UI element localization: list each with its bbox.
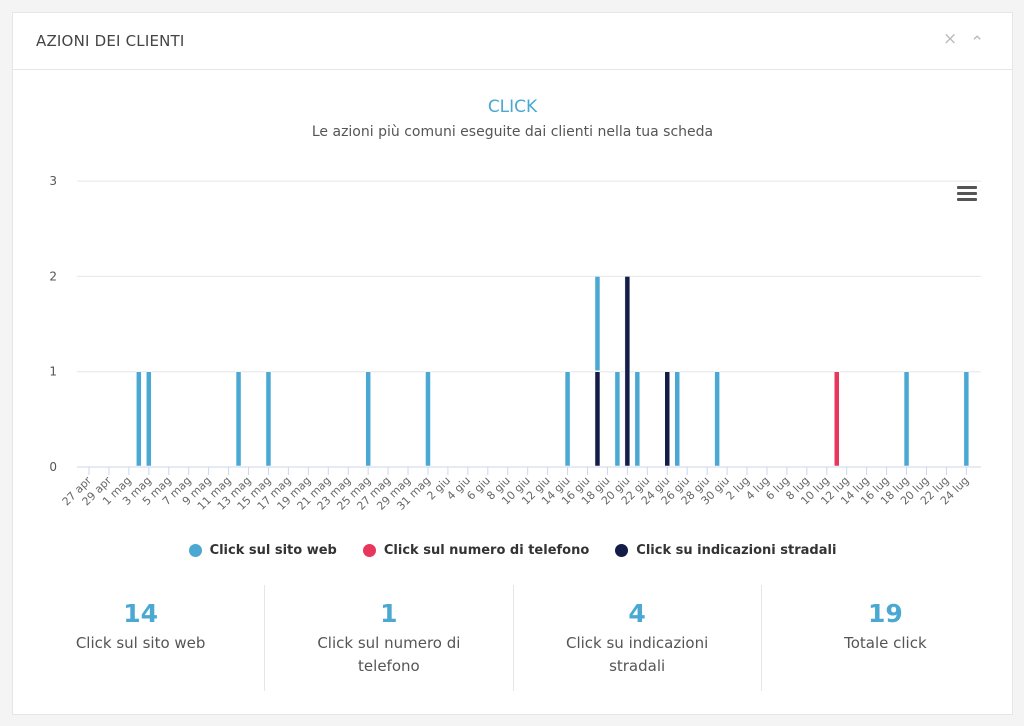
stat-value: 14 bbox=[123, 599, 159, 628]
chart-menu-hamburger-icon[interactable] bbox=[957, 186, 977, 204]
bar bbox=[265, 371, 272, 467]
chart-legend: Click sul sito web Click sul numero di t… bbox=[13, 543, 1012, 558]
bar bbox=[664, 371, 671, 467]
stat-value: 4 bbox=[628, 599, 646, 628]
bar bbox=[903, 371, 910, 467]
chart-subtitle: Le azioni più comuni eseguite dai client… bbox=[311, 124, 714, 140]
bar bbox=[425, 371, 431, 467]
stat-label: Click sul sito web bbox=[75, 634, 206, 652]
legend-item-directions[interactable]: Click su indicazioni stradali bbox=[615, 543, 836, 558]
bar bbox=[624, 276, 631, 467]
y-tick-label: 2 bbox=[49, 269, 57, 283]
stat-phone: 1 Click sul numero di telefono bbox=[265, 585, 514, 691]
bar bbox=[834, 371, 840, 467]
bar bbox=[136, 371, 142, 467]
stat-value: 1 bbox=[380, 599, 398, 628]
y-tick-label: 1 bbox=[49, 365, 57, 379]
stat-label: Totale click bbox=[844, 634, 927, 652]
legend-item-website[interactable]: Click sul sito web bbox=[188, 543, 337, 558]
legend-dot-icon bbox=[615, 544, 629, 557]
bar bbox=[714, 371, 720, 467]
stats-row: 14 Click sul sito web 1 Click sul numero d… bbox=[17, 585, 1009, 691]
bar bbox=[146, 371, 152, 467]
stat-total: 19 Totale click bbox=[762, 585, 1009, 691]
collapse-chevron-up-icon[interactable]: ⌃ bbox=[970, 33, 985, 53]
bar bbox=[594, 371, 601, 467]
bar bbox=[235, 371, 242, 467]
stat-value: 19 bbox=[867, 599, 903, 628]
bar bbox=[614, 371, 621, 467]
bar bbox=[674, 371, 680, 467]
bar bbox=[634, 371, 641, 467]
bar bbox=[564, 371, 571, 467]
legend-label: Click sul numero di telefono bbox=[383, 543, 590, 558]
bar bbox=[963, 371, 970, 467]
legend-label: Click sul sito web bbox=[209, 543, 337, 558]
y-tick-label: 0 bbox=[49, 460, 57, 474]
y-tick-label: 3 bbox=[49, 174, 57, 188]
legend-dot-icon bbox=[188, 544, 202, 557]
card-header: AZIONI DEI CLIENTI × ⌃ bbox=[13, 13, 1012, 70]
legend-dot-icon bbox=[362, 544, 376, 557]
legend-label: Click su indicazioni stradali bbox=[636, 543, 837, 558]
customer-actions-card: AZIONI DEI CLIENTI × ⌃ CLICK Le azioni p… bbox=[12, 12, 1013, 715]
stat-label: Click su indicazioni stradali bbox=[565, 634, 709, 675]
bar bbox=[594, 276, 601, 371]
stat-website: 14 Click sul sito web bbox=[17, 585, 266, 691]
bar bbox=[365, 371, 371, 467]
legend-item-phone[interactable]: Click sul numero di telefono bbox=[362, 543, 590, 558]
stat-label: Click sul numero di telefono bbox=[317, 634, 461, 675]
stat-directions: 4 Click su indicazioni stradali bbox=[514, 585, 762, 691]
chart-title: CLICK bbox=[487, 97, 538, 117]
close-icon[interactable]: × bbox=[943, 29, 958, 49]
card-title: AZIONI DEI CLIENTI bbox=[36, 32, 185, 50]
